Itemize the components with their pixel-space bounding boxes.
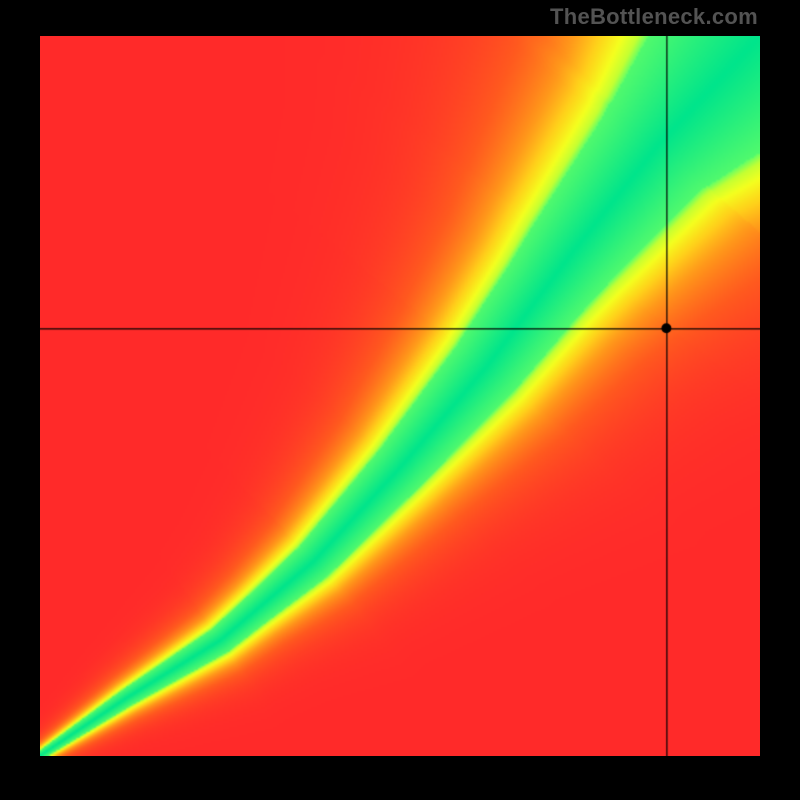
watermark-text: TheBottleneck.com [550,4,758,30]
figure-container: { "watermark": { "text": "TheBottleneck.… [0,0,800,800]
bottleneck-heatmap [40,36,760,756]
